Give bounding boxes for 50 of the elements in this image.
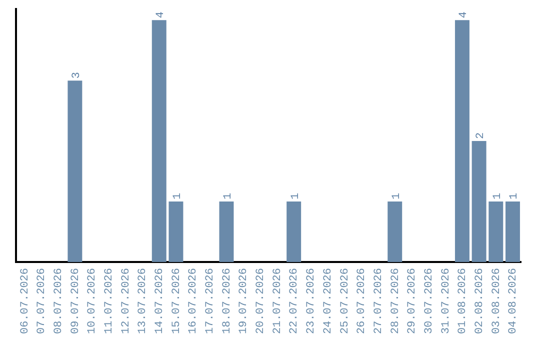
bar — [219, 202, 234, 262]
x-tick-label: 14.07.2026 — [154, 268, 166, 334]
x-tick-label: 16.07.2026 — [188, 268, 200, 334]
bar — [488, 202, 504, 262]
x-tick-label: 29.07.2026 — [406, 268, 419, 334]
data-label: 1 — [508, 192, 521, 200]
x-tick-label: 04.08.2026 — [508, 268, 520, 334]
bar — [454, 20, 470, 262]
data-label: 1 — [290, 192, 302, 200]
bar — [168, 202, 184, 262]
x-tick-label: 07.07.2026 — [36, 268, 48, 334]
data-label: 4 — [155, 11, 168, 18]
x-tick-label: 28.07.2026 — [390, 268, 402, 334]
x-tick-label: 09.07.2026 — [70, 268, 82, 334]
x-tick-label: 23.07.2026 — [306, 268, 318, 334]
bar — [286, 202, 302, 262]
x-tick-label: 27.07.2026 — [372, 268, 385, 334]
data-label: 1 — [390, 192, 403, 200]
x-tick-label: 19.07.2026 — [238, 268, 250, 334]
x-tick-label: 08.07.2026 — [53, 268, 65, 334]
bar — [68, 80, 82, 262]
x-tick-label: 03.08.2026 — [490, 268, 503, 334]
x-tick-label: 31.07.2026 — [440, 268, 452, 334]
data-label: 2 — [475, 132, 488, 140]
x-tick-label: 02.08.2026 — [474, 268, 486, 334]
x-tick-label: 18.07.2026 — [221, 268, 234, 334]
bar — [388, 202, 402, 262]
x-tick-label: 13.07.2026 — [137, 268, 150, 334]
x-tick-label: 11.07.2026 — [104, 268, 116, 334]
x-tick-label: 12.07.2026 — [120, 268, 132, 334]
x-tick-label: 26.07.2026 — [356, 268, 368, 334]
x-tick-label: 01.08.2026 — [457, 268, 470, 334]
data-label: 3 — [70, 72, 83, 79]
data-label: 1 — [492, 192, 504, 200]
x-tick-label: 25.07.2026 — [339, 268, 352, 334]
bar — [472, 141, 486, 262]
x-tick-label: 24.07.2026 — [322, 268, 334, 334]
x-tick-label: 15.07.2026 — [170, 268, 183, 334]
data-label: 1 — [172, 192, 184, 200]
bar — [505, 202, 520, 262]
x-tick-label: 06.07.2026 — [19, 268, 32, 334]
data-label: 1 — [222, 192, 234, 200]
x-tick-label: 20.07.2026 — [255, 268, 268, 334]
x-tick-label: 22.07.2026 — [288, 268, 301, 334]
x-tick-label: 30.07.2026 — [423, 268, 436, 334]
x-tick-label: 17.07.2026 — [204, 268, 217, 334]
x-tick-label: 21.07.2026 — [272, 268, 284, 334]
x-tick-label: 10.07.2026 — [86, 268, 99, 334]
data-label: 4 — [458, 11, 470, 18]
bar — [152, 20, 166, 262]
